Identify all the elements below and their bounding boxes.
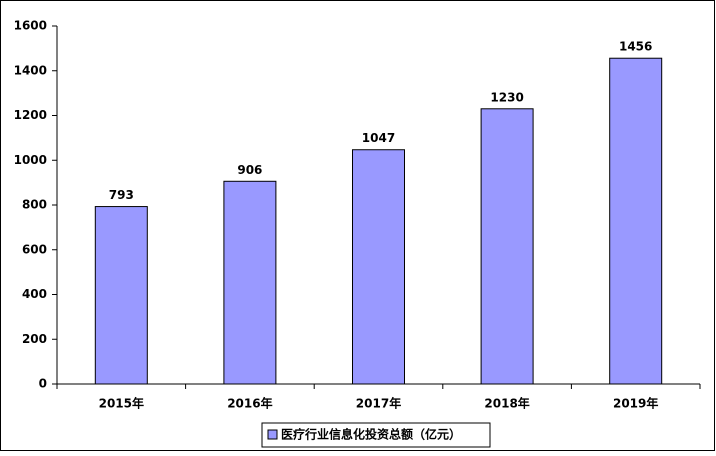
x-tick-label: 2019年: [613, 396, 658, 411]
y-tick-label: 0: [39, 377, 47, 391]
data-label: 1047: [362, 131, 395, 145]
data-label: 1230: [490, 90, 523, 104]
y-tick-label: 1400: [14, 63, 47, 77]
legend-swatch: [267, 429, 278, 440]
y-tick-label: 800: [22, 198, 47, 212]
legend-box: [261, 422, 491, 448]
bar: [223, 180, 277, 385]
y-tick-label: 600: [22, 242, 47, 256]
x-tick-label: 2016年: [227, 396, 272, 411]
bar: [352, 149, 405, 385]
x-tick-label: 2015年: [99, 396, 144, 411]
legend-label: 医疗行业信息化投资总额（亿元）: [281, 427, 461, 442]
y-tick-label: 400: [22, 287, 47, 301]
bar: [94, 206, 148, 385]
x-tick-label: 2017年: [356, 396, 401, 411]
bar: [480, 108, 534, 385]
bar: [609, 57, 663, 385]
data-label: 1456: [619, 40, 652, 54]
y-tick-label: 1600: [14, 19, 47, 33]
y-tick-label: 1200: [14, 108, 47, 122]
y-tick-label: 200: [22, 332, 47, 346]
data-label: 906: [237, 163, 262, 177]
x-tick-label: 2018年: [484, 396, 529, 411]
data-label: 793: [109, 188, 134, 202]
y-tick-label: 1000: [14, 153, 47, 167]
